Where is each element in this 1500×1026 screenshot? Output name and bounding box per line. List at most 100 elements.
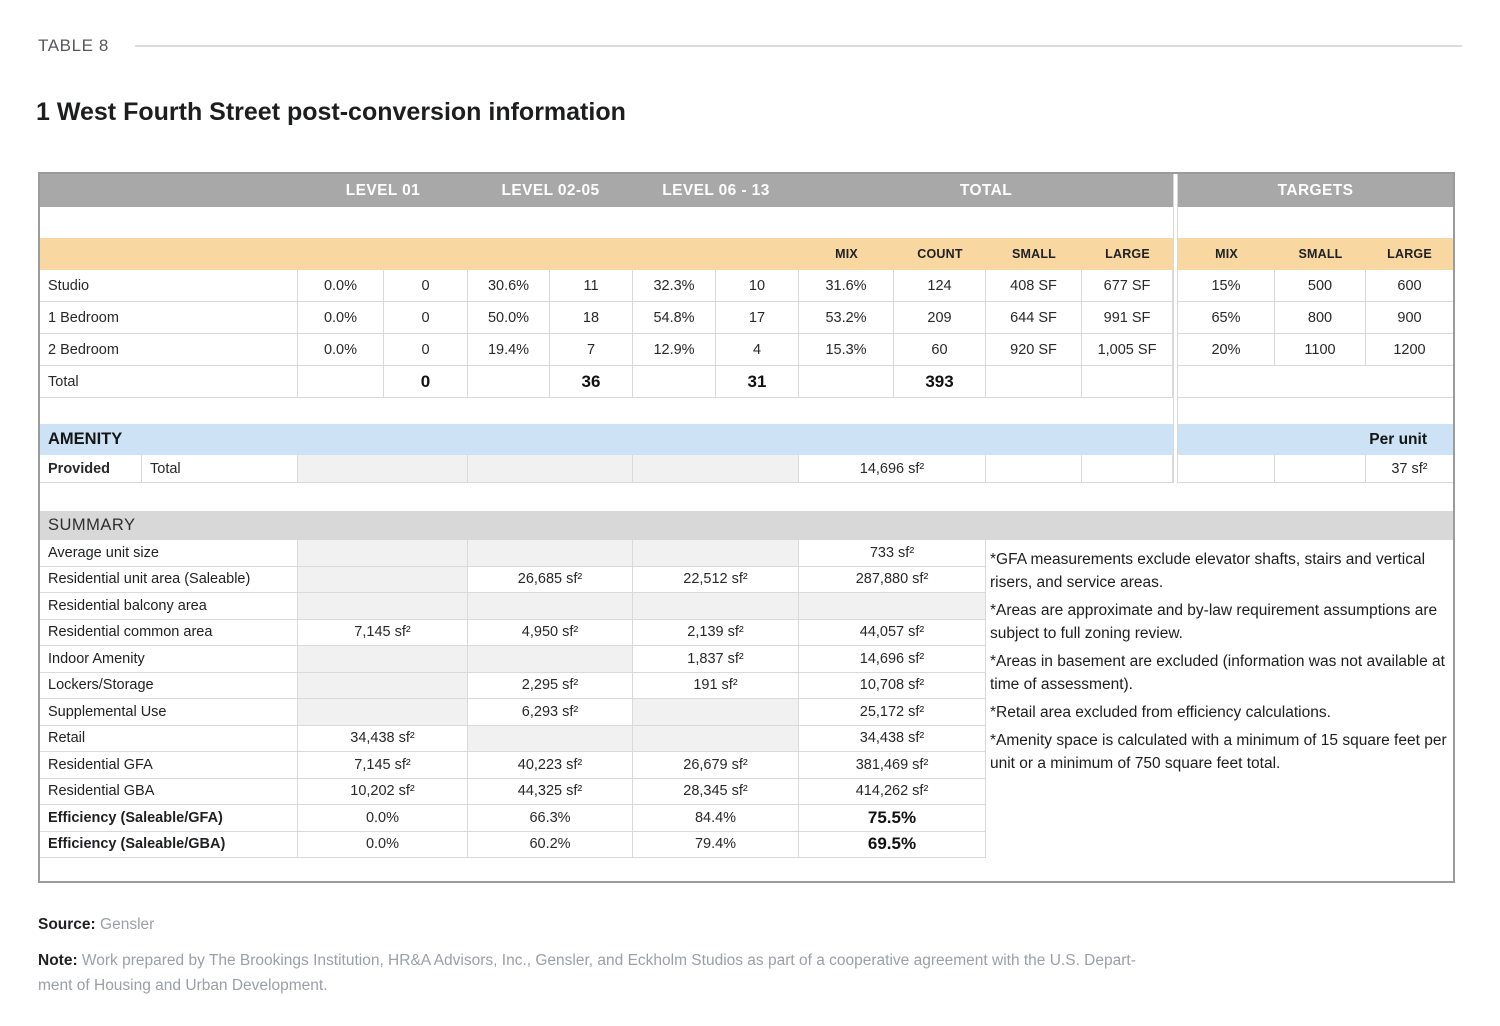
table-cell: 20%	[1178, 334, 1275, 366]
table-row-1bedroom: 1 Bedroom 0.0% 0 50.0% 18 54.8% 17 53.2%…	[40, 302, 1453, 334]
summary-row-supplemental-use: Supplemental Use 6,293 sf² 25,172 sf²	[40, 699, 986, 726]
subheader-total-mix: MIX	[835, 247, 858, 261]
footnote: *GFA measurements exclude elevator shaft…	[990, 551, 1426, 591]
total-level01-count: 0	[384, 366, 468, 398]
table-cell: 65%	[1178, 302, 1275, 334]
table-cell: 4,950 sf²	[468, 619, 633, 646]
table-cell: 34,438 sf²	[298, 725, 468, 752]
table-cell: 11	[550, 270, 633, 302]
table-cell	[468, 646, 633, 673]
post-conversion-table: LEVEL 01 LEVEL 02-05 LEVEL 06 - 13 TOTAL…	[38, 172, 1455, 883]
provided-sublabel: Total	[142, 455, 298, 483]
table-cell	[1082, 366, 1173, 398]
header-level-02-05: LEVEL 02-05	[501, 181, 600, 199]
table-row-studio: Studio 0.0% 0 30.6% 11 32.3% 10 31.6% 12…	[40, 270, 1453, 302]
table-number-label: TABLE 8	[38, 36, 109, 55]
table-cell: 0.0%	[298, 302, 384, 334]
table-cell: 500	[1275, 270, 1366, 302]
subheader-targets-large: LARGE	[1387, 247, 1432, 261]
amenity-provided-row: Provided Total 14,696 sf² 37 sf²	[40, 455, 1453, 483]
table-cell: 7	[550, 334, 633, 366]
table-cell: 22,512 sf²	[633, 566, 799, 593]
table-cell	[298, 540, 468, 567]
header-total: TOTAL	[959, 181, 1013, 199]
table-cell: 15.3%	[799, 334, 894, 366]
table-cell	[298, 646, 468, 673]
table-cell: 79.4%	[633, 831, 799, 858]
table-bottom-filler	[40, 858, 1453, 881]
table-cell: 40,223 sf²	[468, 752, 633, 779]
table-cell: 0.0%	[298, 334, 384, 366]
total-count: 393	[894, 366, 986, 398]
total-level0205-count: 36	[550, 366, 633, 398]
table-footnotes: *GFA measurements exclude elevator shaft…	[990, 548, 1452, 780]
table-cell	[468, 593, 633, 620]
provided-label: Provided	[40, 455, 142, 483]
summary-row-balcony-area: Residential balcony area	[40, 593, 986, 620]
summary-row-indoor-amenity: Indoor Amenity 1,837 sf² 14,696 sf²	[40, 646, 986, 673]
table-cell	[799, 366, 894, 398]
note-label: Note:	[38, 952, 78, 969]
row-label: Residential common area	[40, 619, 298, 646]
section-gap	[1173, 366, 1178, 398]
table-cell	[468, 366, 550, 398]
summary-row-residential-gfa: Residential GFA 7,145 sf² 40,223 sf² 26,…	[40, 752, 986, 779]
footnote: *Retail area excluded from efficiency ca…	[990, 704, 1331, 721]
table-cell: 60.2%	[468, 831, 633, 858]
note-text-line1: Work prepared by The Brookings Instituti…	[81, 952, 1136, 969]
table-cell: 644 SF	[986, 302, 1082, 334]
amenity-total-value: 14,696 sf²	[799, 455, 986, 483]
row-label: Efficiency (Saleable/GBA)	[40, 831, 298, 858]
spacer-cell	[1178, 398, 1453, 424]
table-cell: 30.6%	[468, 270, 550, 302]
summary-band: SUMMARY	[40, 511, 1453, 540]
table-row-2bedroom: 2 Bedroom 0.0% 0 19.4% 7 12.9% 4 15.3% 6…	[40, 334, 1453, 366]
table-cell: 2,139 sf²	[633, 619, 799, 646]
efficiency-gfa-total: 75.5%	[799, 805, 986, 832]
table-cell: 28,345 sf²	[633, 778, 799, 805]
table-cell: 7,145 sf²	[298, 619, 468, 646]
table-row-total: Total 0 36 31 393	[40, 366, 1453, 398]
table-cell: 14,696 sf²	[799, 646, 986, 673]
table-cell: 44,325 sf²	[468, 778, 633, 805]
amenity-per-unit-label: Per unit	[1178, 424, 1453, 455]
table-cell	[633, 540, 799, 567]
table-cell: 31.6%	[799, 270, 894, 302]
table-cell	[298, 366, 384, 398]
table-number-row: TABLE 8	[38, 36, 1462, 56]
table-cell	[298, 699, 468, 726]
table-cell: 1,837 sf²	[633, 646, 799, 673]
table-cell: 53.2%	[799, 302, 894, 334]
table-cell: 54.8%	[633, 302, 716, 334]
table-cell: 4	[716, 334, 799, 366]
note-text-line2: ment of Housing and Urban Development.	[38, 977, 328, 994]
section-gap	[1173, 424, 1178, 455]
table-cell	[468, 455, 633, 483]
table-cell	[633, 455, 799, 483]
table-cell	[298, 455, 468, 483]
table-cell: 920 SF	[986, 334, 1082, 366]
section-gap	[1173, 174, 1178, 207]
spacer-row	[40, 483, 1453, 511]
subheader-targets-mix: MIX	[1215, 247, 1238, 261]
table-cell: 7,145 sf²	[298, 752, 468, 779]
table-cell: 15%	[1178, 270, 1275, 302]
spacer-cell	[40, 398, 1173, 424]
table-cell: 900	[1366, 302, 1453, 334]
page-title: 1 West Fourth Street post-conversion inf…	[36, 98, 626, 126]
table-cell: 408 SF	[986, 270, 1082, 302]
table-cell: 34,438 sf²	[799, 725, 986, 752]
table-cell	[633, 366, 716, 398]
row-label: Residential GBA	[40, 778, 298, 805]
table-cell: 0	[384, 302, 468, 334]
table-cell	[298, 672, 468, 699]
source-label: Source:	[38, 916, 96, 933]
table-cell: 26,685 sf²	[468, 566, 633, 593]
summary-row-unit-area: Residential unit area (Saleable) 26,685 …	[40, 566, 986, 593]
spacer-cell	[40, 207, 1173, 238]
subheader-total-large: LARGE	[1105, 247, 1150, 261]
table-cell	[986, 455, 1082, 483]
header-level-01: LEVEL 01	[345, 181, 421, 199]
footnote: *Areas in basement are excluded (informa…	[990, 653, 1445, 693]
table-cell: 10,708 sf²	[799, 672, 986, 699]
